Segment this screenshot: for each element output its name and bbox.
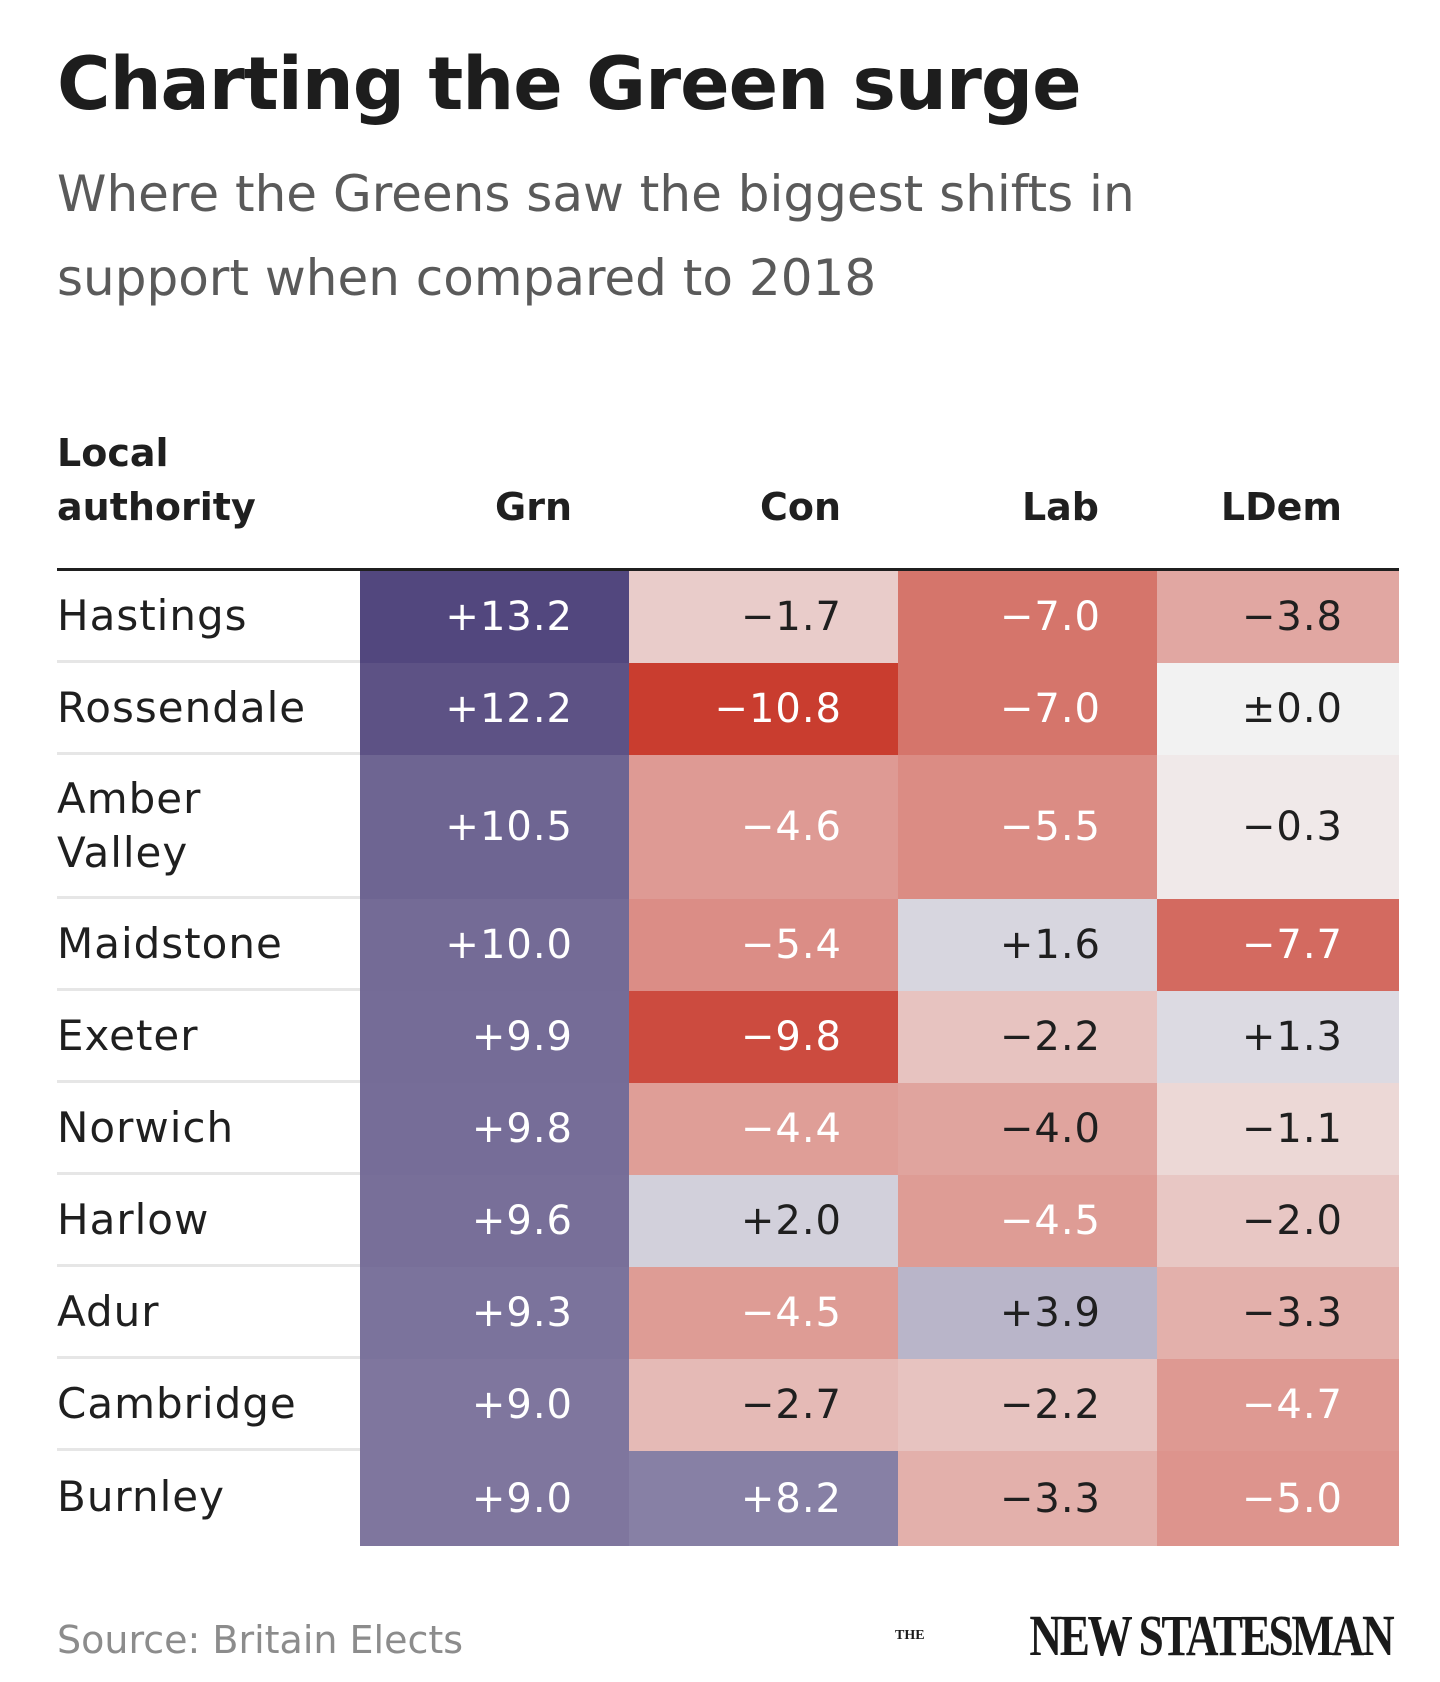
table-row: Amber Valley +10.5 −4.6 −5.5 −0.3	[57, 755, 1399, 899]
row-label: Harlow	[57, 1194, 210, 1244]
value-cell-grn: +9.0	[360, 1451, 629, 1546]
row-label: Norwich	[57, 1102, 235, 1152]
row-label: Burnley	[57, 1472, 225, 1521]
table-row: Maidstone +10.0 −5.4 +1.6 −7.7	[57, 899, 1399, 991]
table-header: Local authority Grn Con Lab LDem	[57, 430, 1399, 571]
value-cell-grn: +9.8	[360, 1083, 629, 1175]
value-cell-con: −9.8	[629, 991, 898, 1083]
value-cell-ldem: +1.3	[1157, 991, 1399, 1083]
value-cell-lab: −4.5	[898, 1175, 1157, 1267]
value-cell-lab: −7.0	[898, 571, 1157, 663]
value-cell-lab: −7.0	[898, 663, 1157, 755]
value-cell-ldem: −0.3	[1157, 755, 1399, 899]
table-row: Harlow +9.6 +2.0 −4.5 −2.0	[57, 1175, 1399, 1267]
table-row: Hastings +13.2 −1.7 −7.0 −3.8	[57, 571, 1399, 663]
row-label: Amber Valley	[57, 773, 202, 877]
source-note: Source: Britain Elects	[57, 1618, 464, 1662]
value-cell-grn: +10.5	[360, 755, 629, 899]
value-cell-ldem: −1.1	[1157, 1083, 1399, 1175]
value-cell-con: −4.4	[629, 1083, 898, 1175]
value-cell-grn: +10.0	[360, 899, 629, 991]
value-cell-ldem: ±0.0	[1157, 663, 1399, 755]
value-cell-con: −1.7	[629, 571, 898, 663]
value-cell-lab: +1.6	[898, 899, 1157, 991]
value-cell-ldem: −7.7	[1157, 899, 1399, 991]
table-body: Hastings +13.2 −1.7 −7.0 −3.8 Rossendale +12.2…	[57, 571, 1399, 1546]
value-cell-grn: +13.2	[360, 571, 629, 663]
row-label: Adur	[57, 1286, 160, 1336]
row-label: Hastings	[57, 590, 248, 640]
chart-title: Charting the Green surge	[57, 42, 1082, 127]
data-table: Local authority Grn Con Lab LDem Hasting…	[57, 430, 1399, 1546]
table-row: Adur +9.3 −4.5 +3.9 −3.3	[57, 1267, 1399, 1359]
value-cell-ldem: −4.7	[1157, 1359, 1399, 1451]
row-label: Cambridge	[57, 1378, 297, 1428]
table-row: Exeter +9.9 −9.8 −2.2 +1.3	[57, 991, 1399, 1083]
value-cell-ldem: −2.0	[1157, 1175, 1399, 1267]
value-cell-grn: +9.0	[360, 1359, 629, 1451]
chart-subtitle: Where the Greens saw the biggest shifts …	[57, 165, 1135, 307]
value-cell-con: −5.4	[629, 899, 898, 991]
value-cell-grn: +9.9	[360, 991, 629, 1083]
logo-name: NEW STATESMAN	[1028, 1603, 1394, 1668]
header-lab: Lab	[1021, 485, 1099, 529]
value-cell-lab: −3.3	[898, 1451, 1157, 1546]
value-cell-ldem: −3.3	[1157, 1267, 1399, 1359]
value-cell-ldem: −5.0	[1157, 1451, 1399, 1546]
value-cell-con: −10.8	[629, 663, 898, 755]
value-cell-lab: −2.2	[898, 991, 1157, 1083]
value-cell-con: −2.7	[629, 1359, 898, 1451]
value-cell-lab: −2.2	[898, 1359, 1157, 1451]
row-label: Rossendale	[57, 682, 307, 732]
value-cell-con: +2.0	[629, 1175, 898, 1267]
header-ldem: LDem	[1220, 485, 1342, 529]
header-local-authority: Local authority	[57, 431, 256, 529]
value-cell-con: +8.2	[629, 1451, 898, 1546]
value-cell-grn: +9.3	[360, 1267, 629, 1359]
table-row: Burnley +9.0 +8.2 −3.3 −5.0	[57, 1451, 1399, 1546]
value-cell-con: −4.6	[629, 755, 898, 899]
value-cell-lab: +3.9	[898, 1267, 1157, 1359]
value-cell-lab: −4.0	[898, 1083, 1157, 1175]
value-cell-ldem: −3.8	[1157, 571, 1399, 663]
logo-the: THE	[895, 1628, 925, 1643]
table-row: Cambridge +9.0 −2.7 −2.2 −4.7	[57, 1359, 1399, 1451]
value-cell-grn: +12.2	[360, 663, 629, 755]
table-row: Rossendale +12.2 −10.8 −7.0 ±0.0	[57, 663, 1399, 755]
row-label: Maidstone	[57, 918, 283, 968]
value-cell-grn: +9.6	[360, 1175, 629, 1267]
header-grn: Grn	[495, 485, 572, 529]
value-cell-lab: −5.5	[898, 755, 1157, 899]
header-con: Con	[759, 485, 841, 529]
value-cell-con: −4.5	[629, 1267, 898, 1359]
row-label: Exeter	[57, 1010, 199, 1060]
new-statesman-logo: THE NEW STATESMAN	[895, 1602, 1394, 1669]
table-row: Norwich +9.8 −4.4 −4.0 −1.1	[57, 1083, 1399, 1175]
